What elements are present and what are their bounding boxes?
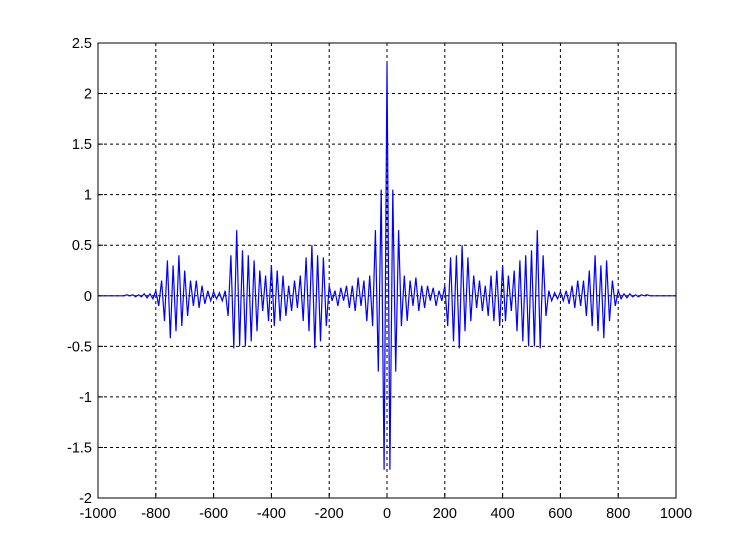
x-tick-label: -400 (257, 506, 286, 522)
y-tick-label: 2.5 (72, 36, 92, 52)
series-line (98, 63, 676, 470)
x-axis: -1000 -800 -600 -400 -200 0 200 400 600 800 1000 (79, 493, 692, 522)
y-tick-label: 0 (84, 289, 92, 305)
x-tick-label: 0 (383, 506, 391, 522)
y-tick-label: 2 (84, 87, 92, 103)
y-tick-label: -1.5 (67, 440, 92, 456)
x-tick-label: -600 (199, 506, 228, 522)
x-tick-label: -800 (141, 506, 170, 522)
y-tick-label: -1 (79, 390, 92, 406)
y-tick-label: -2 (79, 491, 92, 507)
x-tick-label: 800 (606, 506, 630, 522)
y-tick-label: 0.5 (72, 238, 92, 254)
x-tick-label: 400 (490, 506, 514, 522)
y-tick-label: -0.5 (67, 339, 92, 355)
x-tick-label: 600 (548, 506, 572, 522)
axes-box (97, 42, 677, 499)
x-tick-label: -200 (315, 506, 344, 522)
y-tick-label: 1 (84, 188, 92, 204)
y-tick-label: 1.5 (72, 137, 92, 153)
x-tick-label: 200 (433, 506, 457, 522)
x-tick-label: -1000 (79, 506, 116, 522)
x-tick-label: 1000 (660, 506, 692, 522)
y-axis: -2 -1.5 -1 -0.5 0 0.5 1 1.5 2 2.5 (67, 36, 103, 507)
